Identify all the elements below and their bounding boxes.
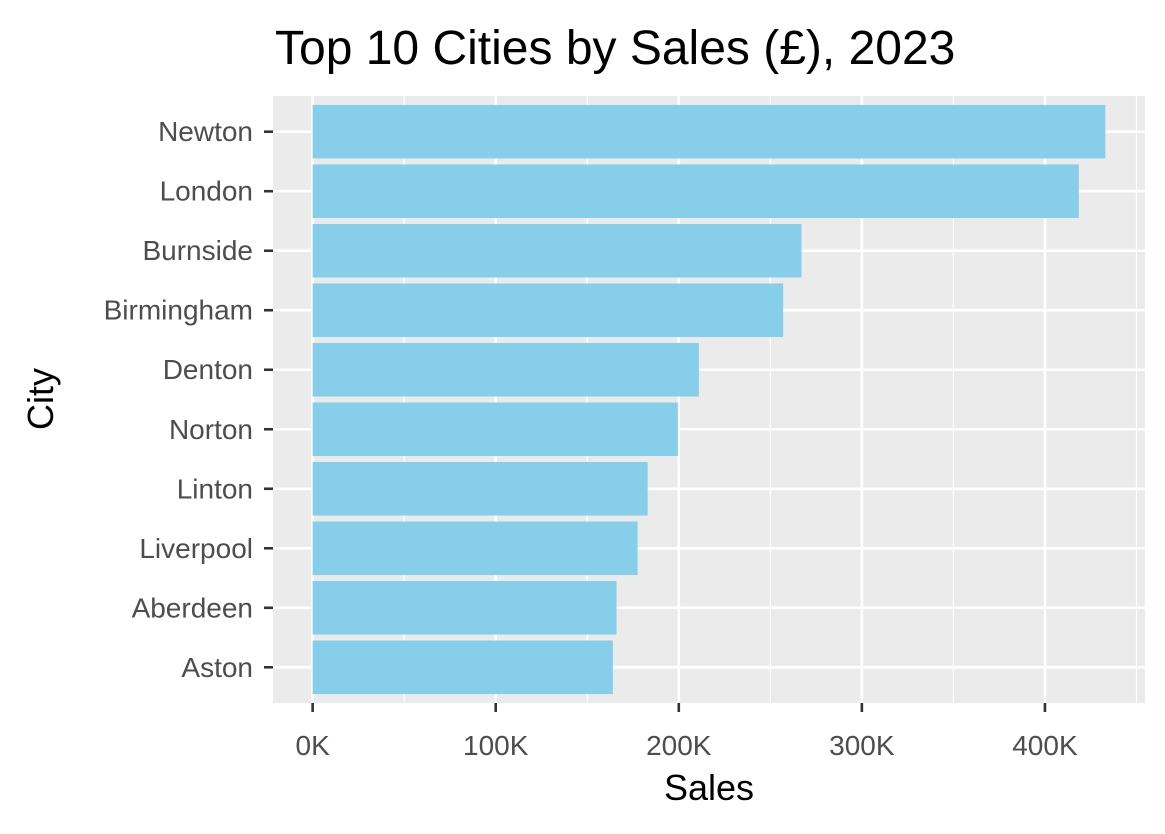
bar — [312, 640, 613, 695]
y-tick-label: Aberdeen — [132, 592, 253, 623]
y-tick-label: Denton — [163, 354, 253, 385]
bar — [312, 104, 1106, 159]
bar — [312, 581, 617, 635]
bar — [312, 164, 1079, 218]
y-tick-label: Newton — [158, 116, 253, 147]
x-tick-label: 100K — [463, 730, 529, 761]
y-tick-label: Norton — [169, 414, 253, 445]
bars — [312, 104, 1106, 695]
y-tick-label: Liverpool — [139, 533, 253, 564]
x-tick-label: 200K — [646, 730, 712, 761]
bar — [312, 402, 678, 457]
y-axis-title: City — [20, 368, 61, 430]
y-tick-label: Birmingham — [104, 295, 253, 326]
bar — [312, 283, 784, 338]
bar — [312, 223, 802, 278]
x-tick-label: 300K — [829, 730, 895, 761]
chart-title: Top 10 Cities by Sales (£), 2023 — [275, 22, 955, 75]
bar — [312, 342, 699, 397]
y-tick-label: London — [160, 176, 253, 207]
x-tick-label: 400K — [1012, 730, 1078, 761]
y-tick-label: Burnside — [142, 235, 253, 266]
y-axis: Newton London Burnside Birmingham Denton Nort… — [104, 116, 273, 683]
y-tick-label: Aston — [181, 652, 253, 683]
x-tick-label: 0K — [296, 730, 331, 761]
x-axis-title: Sales — [664, 767, 754, 808]
y-tick-label: Linton — [177, 473, 253, 504]
x-axis: 0K 100K 200K 300K 400K — [296, 703, 1078, 761]
bar — [312, 521, 638, 576]
bar — [312, 461, 648, 516]
